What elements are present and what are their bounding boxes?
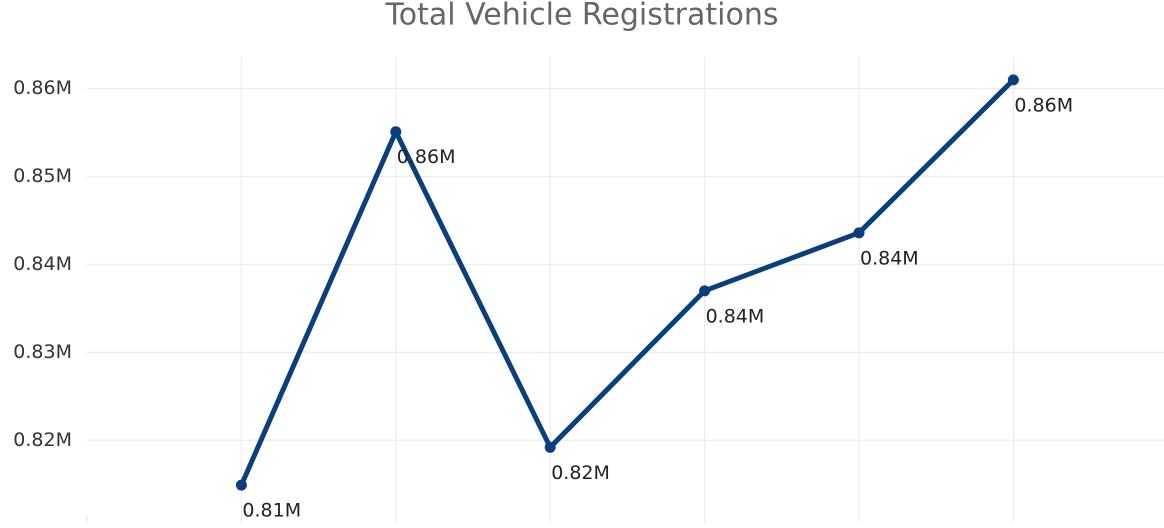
point (235, 479, 247, 491)
y-tick-label: 0.86M (13, 77, 72, 99)
data-label: 0.84M (860, 247, 919, 269)
data-label: 0.81M (242, 500, 301, 522)
data-label: 0.86M (397, 146, 456, 168)
point (1007, 74, 1019, 86)
y-tick-label: 0.83M (13, 341, 72, 363)
y-tick-label: 0.82M (13, 429, 72, 451)
y-tick-label: 0.84M (13, 253, 72, 275)
data-label: 0.84M (706, 305, 765, 327)
chart-title: Total Vehicle Registrations (385, 0, 779, 33)
point (699, 285, 711, 297)
point (390, 126, 402, 138)
line (239, 78, 1016, 487)
data-label: 0.86M (1014, 94, 1073, 116)
point (544, 441, 556, 453)
point (853, 227, 865, 239)
data-label: 0.82M (551, 462, 610, 484)
y-tick-label: 0.85M (13, 165, 72, 187)
